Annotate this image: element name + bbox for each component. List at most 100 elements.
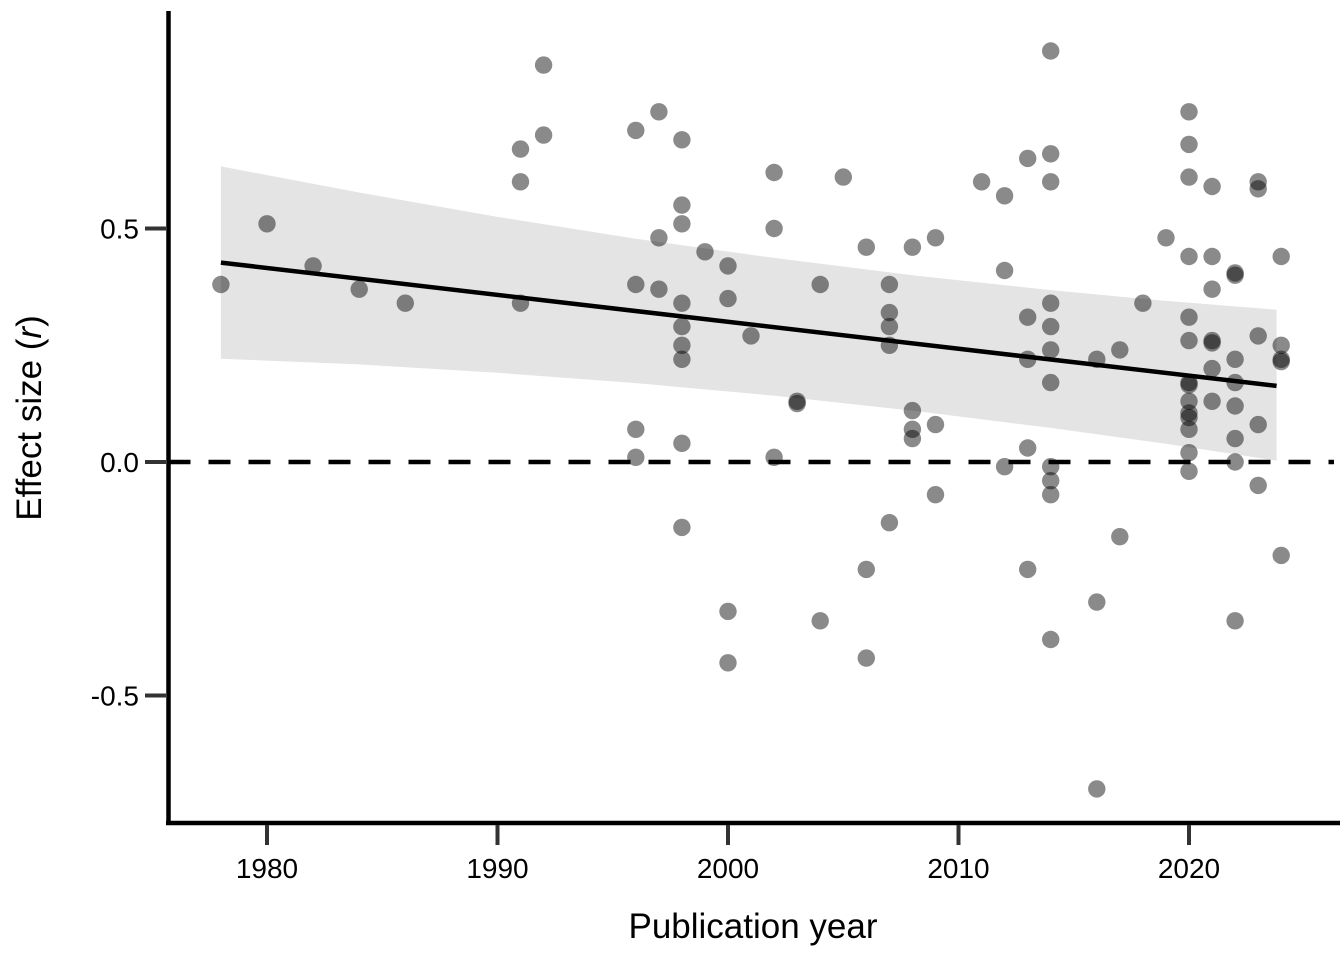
- data-point: [1157, 229, 1175, 247]
- data-point: [1203, 280, 1221, 298]
- data-point: [903, 420, 922, 438]
- data-point: [650, 280, 668, 298]
- data-point: [1226, 266, 1244, 284]
- data-point: [1272, 350, 1290, 368]
- data-point: [1226, 453, 1244, 471]
- data-point: [304, 257, 322, 275]
- data-point: [880, 303, 899, 322]
- x-axis-title: Publication year: [628, 907, 877, 946]
- data-point: [765, 219, 783, 238]
- data-point: [673, 434, 691, 452]
- data-point: [673, 215, 691, 233]
- data-point: [1272, 247, 1290, 266]
- data-point: [857, 238, 875, 256]
- data-point: [1180, 462, 1198, 480]
- data-point: [1226, 429, 1244, 448]
- data-point: [857, 649, 875, 667]
- data-point: [742, 327, 760, 345]
- data-point: [1226, 397, 1244, 415]
- data-point: [1018, 149, 1037, 168]
- data-point: [1203, 331, 1221, 350]
- x-tick-label: 1990: [466, 853, 528, 884]
- data-point: [834, 168, 852, 186]
- data-point: [627, 420, 645, 438]
- data-point: [673, 336, 691, 354]
- data-point: [1203, 334, 1221, 352]
- data-point: [673, 196, 691, 214]
- data-point: [1111, 341, 1129, 359]
- data-point: [1180, 308, 1198, 326]
- data-point: [673, 131, 691, 149]
- data-point: [1180, 103, 1198, 121]
- data-point: [719, 654, 737, 672]
- data-point: [1042, 458, 1060, 476]
- data-point: [1249, 180, 1267, 198]
- data-point: [719, 257, 737, 275]
- data-point: [926, 415, 945, 434]
- data-point: [673, 317, 691, 336]
- data-point: [1203, 247, 1221, 266]
- data-point: [1042, 486, 1060, 504]
- data-point: [1272, 336, 1290, 354]
- data-point: [765, 163, 783, 182]
- data-point: [926, 486, 945, 504]
- y-tick-label: 0.0: [100, 447, 139, 478]
- data-point: [1249, 415, 1267, 434]
- data-point: [1180, 331, 1198, 350]
- data-point: [1203, 359, 1221, 378]
- regression-line-layer: [220, 260, 1277, 389]
- y-tick-label: 0.5: [100, 214, 139, 245]
- data-point: [1180, 168, 1198, 186]
- data-point: [903, 429, 922, 448]
- data-point: [511, 140, 530, 158]
- data-point: [1180, 420, 1198, 438]
- data-point: [673, 350, 691, 368]
- data-point: [811, 612, 829, 630]
- data-point: [673, 518, 691, 537]
- data-point: [1042, 630, 1060, 649]
- data-point: [1018, 439, 1037, 457]
- data-point: [511, 173, 530, 191]
- data-point: [1042, 294, 1060, 312]
- data-point: [1042, 472, 1060, 490]
- data-point: [1088, 593, 1106, 611]
- data-point: [627, 448, 645, 466]
- data-point: [1180, 247, 1198, 266]
- data-point: [627, 121, 645, 140]
- data-point: [1042, 173, 1060, 191]
- data-point: [1018, 308, 1037, 326]
- y-axis-title-variable: r: [10, 326, 49, 339]
- data-point: [903, 401, 922, 420]
- data-point: [396, 294, 414, 312]
- regression-line: [220, 260, 1277, 389]
- data-point: [1018, 560, 1037, 579]
- data-point: [258, 215, 276, 233]
- x-tick-label: 2010: [927, 853, 989, 884]
- data-point: [880, 275, 899, 294]
- data-point: [1180, 392, 1198, 410]
- data-point: [1042, 341, 1060, 359]
- data-point: [1042, 42, 1060, 60]
- data-point: [534, 126, 553, 144]
- data-point: [673, 294, 691, 312]
- data-point: [1134, 294, 1152, 312]
- data-point: [765, 448, 783, 466]
- data-point: [350, 280, 368, 298]
- data-point: [1111, 528, 1129, 546]
- y-axis-title-prefix: Effect size (: [10, 338, 49, 521]
- y-axis-title-suffix: ): [10, 315, 49, 327]
- data-point: [995, 458, 1014, 476]
- data-point: [650, 103, 668, 121]
- data-point: [1272, 546, 1290, 565]
- data-point: [719, 289, 737, 308]
- data-point: [1272, 352, 1290, 371]
- data-point: [1180, 408, 1198, 427]
- data-point: [1249, 476, 1267, 495]
- data-point: [880, 514, 899, 532]
- data-point: [1042, 145, 1060, 163]
- data-point: [857, 560, 875, 579]
- x-tick-label: 2000: [697, 853, 759, 884]
- data-point: [903, 238, 922, 256]
- data-point: [1042, 373, 1060, 392]
